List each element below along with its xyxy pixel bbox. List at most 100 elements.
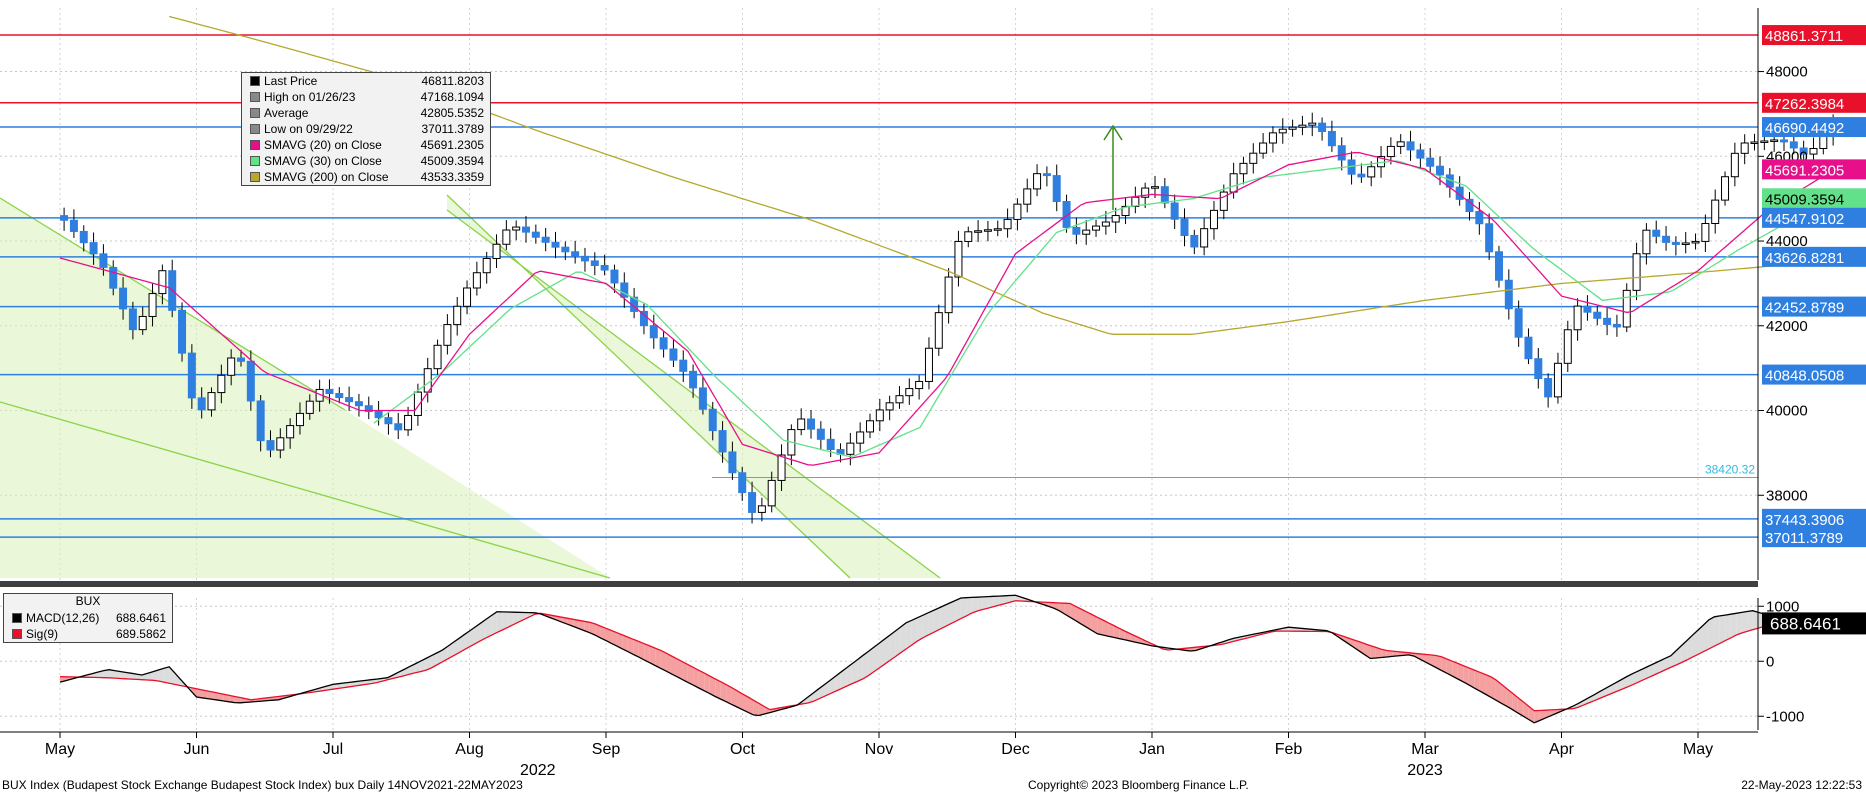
candle-body	[738, 472, 747, 494]
candle-body	[119, 287, 128, 310]
macd-fill	[1452, 661, 1458, 679]
candle-body	[708, 408, 717, 432]
macd-fill	[436, 650, 443, 665]
macd-fill	[1364, 643, 1371, 659]
candle-body	[1121, 205, 1130, 217]
level-value-box	[1762, 296, 1866, 317]
candle-body	[1003, 218, 1012, 230]
candle-body	[1465, 198, 1474, 213]
level-value-label: 37443.3906	[1765, 512, 1844, 529]
level-label-thin: 38420.32	[1705, 462, 1755, 476]
macd-fill	[1681, 640, 1688, 663]
candle-body	[1612, 323, 1621, 328]
level-value-box	[1762, 527, 1866, 548]
macd-fill	[229, 695, 235, 703]
macd-fill	[829, 676, 836, 694]
candle-body	[492, 243, 501, 259]
macd-fill	[960, 597, 967, 619]
macd-fill	[464, 631, 470, 650]
candle-body	[69, 219, 78, 232]
macd-fill	[507, 612, 514, 628]
macd-fill	[1676, 645, 1682, 665]
macd-fill	[196, 688, 202, 698]
candle-body	[197, 397, 206, 411]
macd-fill	[223, 694, 230, 702]
macd-fill	[906, 620, 912, 649]
level-value-box	[1762, 117, 1866, 138]
macd-fill	[1397, 651, 1404, 656]
candle-body	[1416, 149, 1425, 159]
candle-body	[109, 266, 118, 289]
macd-fill	[1081, 609, 1087, 628]
macd-fill	[949, 600, 956, 625]
macd-fill	[966, 597, 972, 616]
candle-body	[187, 352, 196, 399]
macd-fill	[1512, 693, 1518, 713]
macd-fill	[578, 620, 585, 631]
footer-center: Copyright© 2023 Bloomberg Finance L.P.	[1028, 778, 1249, 792]
macd-fill	[1632, 671, 1638, 685]
macd-fill	[644, 643, 650, 663]
candle-body	[522, 226, 531, 233]
candle-body	[1180, 218, 1189, 237]
legend-label: SMAVG (20) on Close	[264, 138, 382, 152]
candle-body	[1298, 124, 1307, 128]
candle-body	[295, 412, 304, 427]
legend-label: SMAVG (200) on Close	[264, 170, 389, 184]
macd-fill	[1479, 672, 1486, 695]
legend-row: MACD(12,26) 688.6461	[4, 610, 172, 626]
macd-fill	[158, 668, 164, 683]
macd-fill	[857, 655, 863, 682]
macd-axis-tick-label: -1000	[1766, 708, 1804, 725]
candle-body	[1141, 187, 1150, 198]
legend-row: SMAVG (200) on Close 43533.3359	[242, 169, 490, 185]
macd-fill	[1708, 616, 1715, 649]
macd-fill	[485, 615, 492, 638]
candle-body	[246, 360, 255, 402]
panel-divider	[0, 581, 1758, 587]
macd-fill	[1135, 636, 1142, 644]
candle-body	[1622, 289, 1631, 328]
candle-body	[1200, 228, 1209, 248]
candle-body	[345, 397, 354, 403]
candle-body	[89, 242, 98, 255]
macd-fill	[993, 596, 1000, 607]
candle-body	[1386, 145, 1395, 158]
macd-fill	[1621, 676, 1628, 690]
candle-body	[865, 420, 874, 433]
candle-body	[266, 440, 275, 451]
candle-body	[374, 411, 383, 419]
candle-body	[354, 401, 363, 407]
level-value-box	[1762, 207, 1866, 228]
candle-body	[600, 264, 609, 271]
macd-fill	[731, 687, 738, 708]
macd-fill	[1381, 649, 1387, 658]
level-value-box	[1762, 25, 1866, 46]
macd-line	[59, 594, 1835, 724]
macd-fill	[939, 605, 945, 630]
macd-fill	[98, 670, 104, 678]
candle-body	[934, 312, 943, 349]
candle-body	[217, 374, 226, 394]
macd-fill	[524, 612, 530, 620]
signal-line	[59, 600, 1835, 712]
candle-body	[325, 388, 334, 395]
candle-body	[1052, 175, 1061, 203]
candle-body	[1436, 165, 1445, 176]
candle-body	[1711, 199, 1720, 224]
candle-body	[1652, 229, 1661, 237]
macd-fill	[1004, 595, 1011, 604]
candle-body	[561, 246, 570, 253]
x-axis-month-label: Apr	[1549, 741, 1575, 758]
macd-fill	[1643, 666, 1649, 680]
macd-fill	[480, 619, 486, 641]
annotation-arrow-head	[1103, 124, 1123, 141]
macd-axis-tick-label: 0	[1766, 653, 1774, 670]
macd-fill	[152, 670, 159, 682]
macd-fill	[709, 675, 716, 697]
candle-body	[1514, 308, 1523, 338]
macd-fill	[873, 643, 879, 672]
candle-body	[1524, 336, 1533, 360]
candle-body	[1504, 279, 1513, 310]
macd-fill	[1741, 611, 1748, 633]
